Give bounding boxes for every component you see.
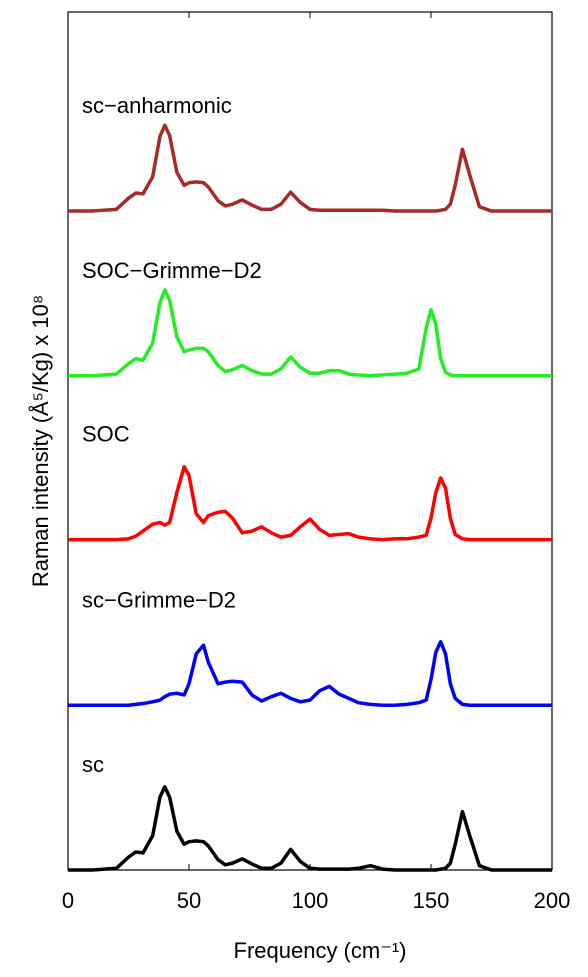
spectrum-line [68, 785, 552, 872]
spectrum-line [68, 288, 552, 378]
x-tick-label: 150 [413, 888, 450, 913]
x-tick-label: 50 [177, 888, 201, 913]
x-tick-label: 100 [292, 888, 329, 913]
x-axis-label: Frequency (cm⁻¹) [234, 938, 407, 963]
series-label: sc−anharmonic [82, 93, 232, 118]
spectrum-line [68, 464, 552, 542]
spectrum-line [68, 640, 552, 708]
series-label: SOC−Grimme−D2 [82, 258, 262, 283]
series-label: sc−Grimme−D2 [82, 587, 236, 612]
y-axis-label: Raman intensity (Å⁵/Kg) x 10⁸ [28, 295, 53, 587]
x-tick-label: 200 [534, 888, 571, 913]
spectrum-line [68, 123, 552, 213]
x-tick-label: 0 [62, 888, 74, 913]
series-label: sc [82, 752, 104, 777]
series-label: SOC [82, 422, 130, 447]
plot-frame [67, 11, 553, 871]
